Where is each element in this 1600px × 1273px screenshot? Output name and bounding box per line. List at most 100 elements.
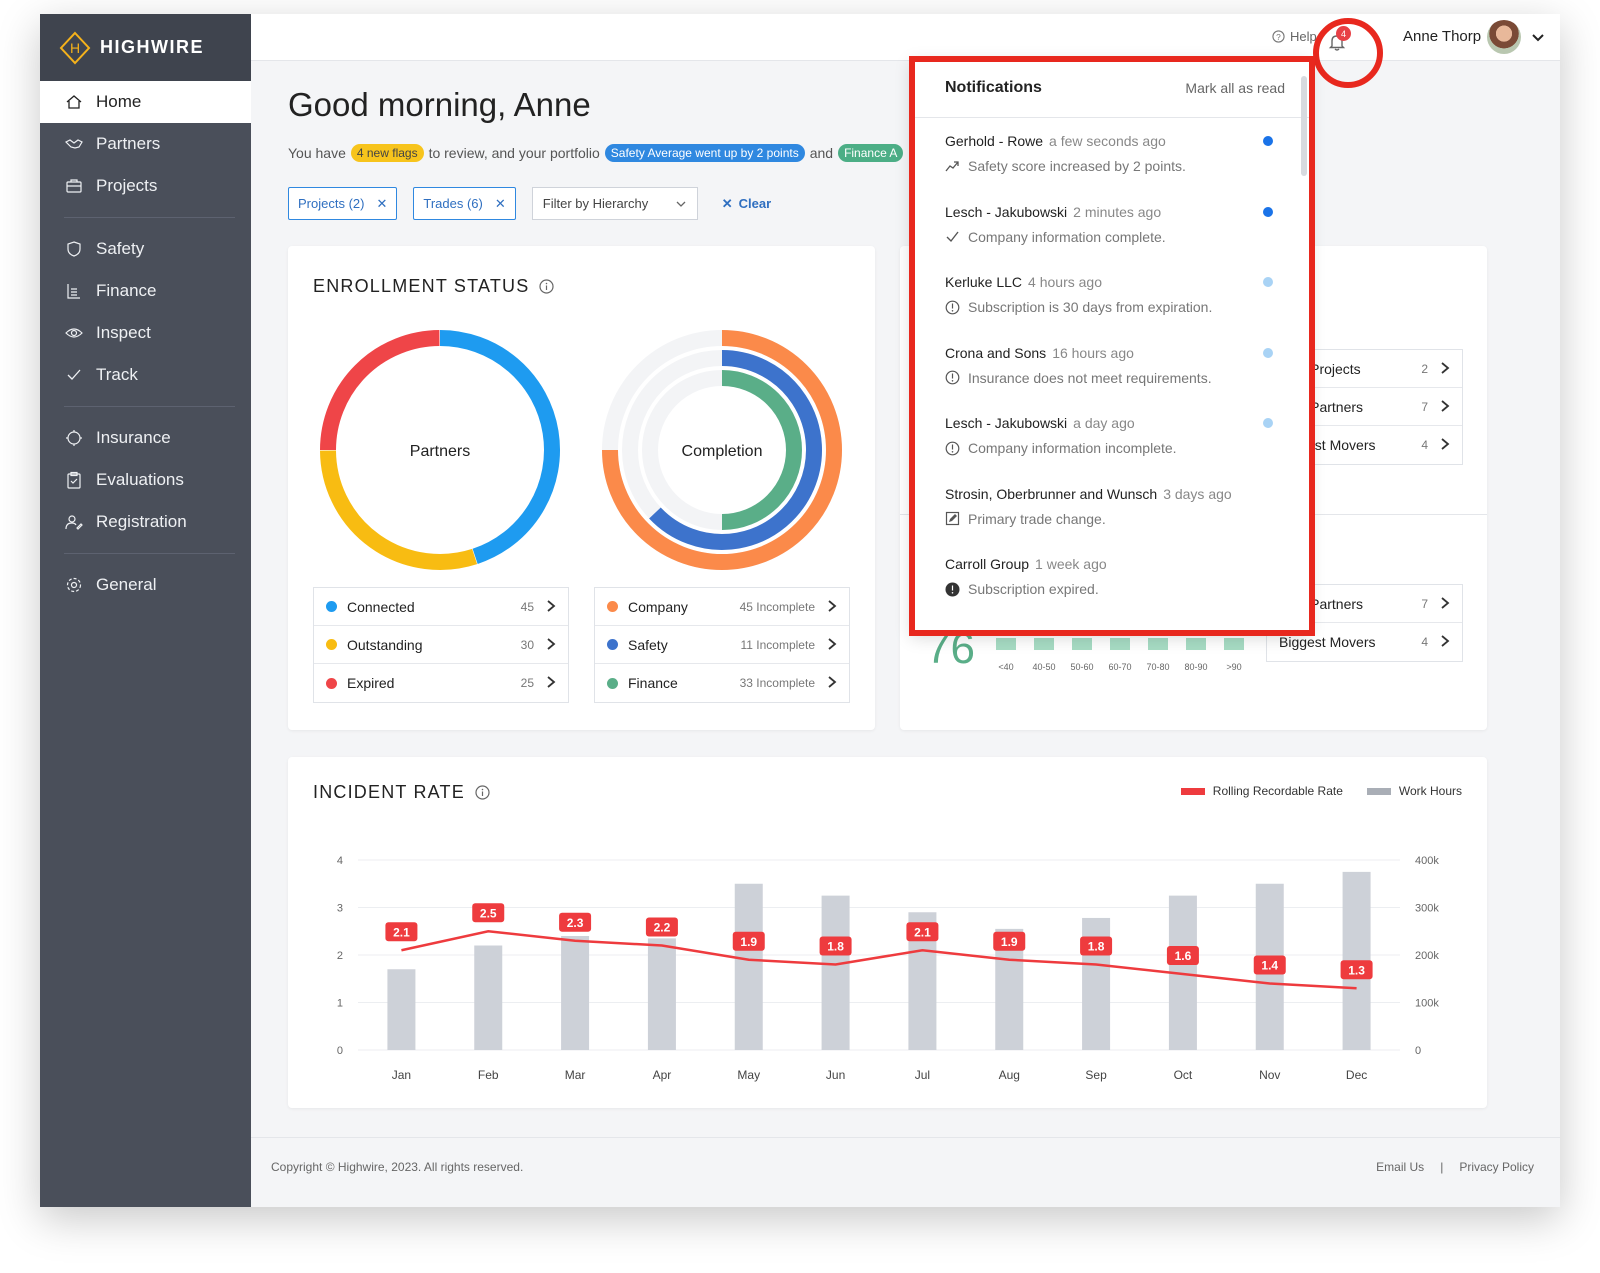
sidebar-item-evaluations[interactable]: Evaluations <box>40 459 251 501</box>
bell-highlight-ring <box>1313 18 1383 88</box>
close-icon[interactable]: ✕ <box>494 195 506 211</box>
hierarchy-select[interactable]: Filter by Hierarchy <box>531 187 698 220</box>
completion-donut: Completion <box>602 330 842 570</box>
sidebar-item-insurance[interactable]: Insurance <box>40 417 251 459</box>
clear-filters-button[interactable]: ✕ Clear <box>722 196 771 212</box>
y-left-tick: 0 <box>337 1045 343 1057</box>
y-left-tick: 2 <box>337 950 343 962</box>
donut-slice-connected[interactable] <box>439 330 560 564</box>
filter-chip-trades[interactable]: Trades (6) ✕ <box>413 187 516 220</box>
notification-company: Lesch - Jakubowski <box>945 415 1068 431</box>
privacy-link[interactable]: Privacy Policy <box>1459 1160 1534 1174</box>
chevron-down-icon[interactable] <box>1531 30 1545 44</box>
legend-row-safety[interactable]: Safety 11 Incomplete <box>595 626 849 664</box>
finance-pill[interactable]: Finance A <box>838 144 904 162</box>
sidebar-item-registration[interactable]: Registration <box>40 501 251 543</box>
notification-item[interactable]: Lesch - Jakubowski 2 minutes ago Company i… <box>911 189 1309 260</box>
ring-safety[interactable] <box>649 350 822 550</box>
sidebar-item-safety[interactable]: Safety <box>40 228 251 270</box>
work-hours-bar[interactable] <box>474 945 503 1051</box>
notification-item[interactable]: Gerhold - Rowe a few seconds ago Safety sc… <box>911 118 1309 189</box>
notification-item[interactable]: Lesch - Jakubowski a day ago Company infor… <box>911 400 1309 471</box>
notification-body: Primary trade change. <box>945 511 1279 527</box>
ring-company[interactable] <box>602 330 842 570</box>
close-icon[interactable]: ✕ <box>376 195 388 211</box>
work-hours-bar[interactable] <box>387 969 416 1050</box>
sidebar-item-label: Partners <box>96 134 161 153</box>
notification-item[interactable]: Kerluke LLC 4 hours ago Subscription is 30… <box>911 259 1309 330</box>
y-right-tick: 0 <box>1415 1045 1421 1057</box>
rate-label-box <box>1253 955 1286 975</box>
rate-label-box <box>1166 946 1199 965</box>
email-link[interactable]: Email Us <box>1376 1160 1425 1174</box>
safety-pill[interactable]: Safety Average went up by 2 points <box>604 144 805 162</box>
notification-item[interactable]: Crona and Sons 16 hours ago Insurance does… <box>911 330 1309 401</box>
ring-finance[interactable] <box>721 370 802 530</box>
sidebar-item-label: Track <box>96 365 138 384</box>
clipboard-icon <box>64 470 84 490</box>
mark-all-read-button[interactable]: Mark all as read <box>1185 79 1285 96</box>
legend-row-outstanding[interactable]: Outstanding 30 <box>314 626 568 664</box>
legend-row-company[interactable]: Company 45 Incomplete <box>595 588 849 626</box>
footer: Copyright © Highwire, 2023. All rights r… <box>251 1137 1560 1207</box>
donut-slice-outstanding[interactable] <box>320 450 478 570</box>
brand[interactable]: H HIGHWIRE <box>40 14 251 81</box>
card-title: INCIDENT RATE <box>313 782 490 803</box>
notification-message: Insurance does not meet requirements. <box>968 369 1212 386</box>
sidebar-item-home[interactable]: Home <box>40 81 251 123</box>
brand-name: HIGHWIRE <box>100 37 204 57</box>
notification-item[interactable]: Strosin, Oberbrunner and Wunsch 3 days ag… <box>911 471 1309 542</box>
histogram-bar <box>1110 638 1130 650</box>
sidebar-item-track[interactable]: Track <box>40 354 251 396</box>
user-name[interactable]: Anne Thorp <box>1403 28 1482 45</box>
work-hours-bar[interactable] <box>561 936 590 1050</box>
chip-label: Projects (2) <box>298 196 365 211</box>
notification-item[interactable]: Carroll Group 1 week ago Subscription expi… <box>911 541 1309 612</box>
donut-slice-expired[interactable] <box>320 330 440 451</box>
sidebar-item-finance[interactable]: Finance <box>40 270 251 312</box>
histogram-bar <box>1224 638 1244 650</box>
svg-text:H: H <box>70 40 80 56</box>
rate-label-box <box>732 931 765 951</box>
notification-body: Safety score increased by 2 points. <box>945 158 1279 174</box>
risk-row-label: Biggest Movers <box>1279 634 1376 650</box>
legend-row-expired[interactable]: Expired 25 <box>314 664 568 702</box>
chevron-right-icon <box>1440 634 1450 650</box>
enrollment-title: ENROLLMENT STATUS <box>313 276 530 296</box>
risk-row[interactable]: Biggest Movers 4 <box>1267 623 1462 661</box>
sidebar-item-partners[interactable]: Partners <box>40 123 251 165</box>
scrollbar[interactable] <box>1301 76 1307 176</box>
unread-dot <box>1263 206 1273 217</box>
legend-value: 25 <box>520 676 534 690</box>
help-link[interactable]: ? Help <box>1272 29 1317 44</box>
notification-heading: Lesch - Jakubowski 2 minutes ago <box>945 204 1279 220</box>
chevron-right-icon <box>1440 361 1450 377</box>
footer-separator: | <box>1440 1160 1444 1174</box>
x-tick-label: Dec <box>1346 1068 1367 1082</box>
legend-row-connected[interactable]: Connected 45 <box>314 588 568 626</box>
svg-text:?: ? <box>1276 32 1281 42</box>
flags-pill[interactable]: 4 new flags <box>350 144 424 162</box>
sidebar-item-inspect[interactable]: Inspect <box>40 312 251 354</box>
notifications-panel: Notifications Mark all as read Gerhold -… <box>911 58 1309 634</box>
notification-company: Orn, Gerlach and Runolfsdottir <box>945 627 1135 635</box>
legend-row-finance[interactable]: Finance 33 Incomplete <box>595 664 849 702</box>
risk-row-value: 7 <box>1421 399 1428 414</box>
info-icon[interactable] <box>539 279 555 294</box>
rate-data-label: 1.9 <box>1001 935 1018 949</box>
x-tick-label: Oct <box>1174 1068 1193 1082</box>
notification-item[interactable]: Orn, Gerlach and Runolfsdottir 2 weeks ag… <box>911 612 1309 635</box>
avatar[interactable] <box>1487 20 1521 54</box>
work-hours-bar[interactable] <box>821 895 850 1050</box>
work-hours-bar[interactable] <box>734 883 763 1050</box>
sidebar-item-projects[interactable]: Projects <box>40 165 251 207</box>
histogram-bar <box>1186 638 1206 650</box>
notification-company: Carroll Group <box>945 556 1030 572</box>
filter-chip-projects[interactable]: Projects (2) ✕ <box>288 187 398 220</box>
sidebar-item-general[interactable]: General <box>40 564 251 606</box>
chevron-right-icon <box>1440 596 1450 612</box>
notification-heading: Orn, Gerlach and Runolfsdottir 2 weeks ag… <box>945 627 1279 635</box>
work-hours-bar[interactable] <box>647 938 676 1050</box>
info-icon[interactable] <box>475 785 490 800</box>
incident-title: INCIDENT RATE <box>313 782 465 802</box>
